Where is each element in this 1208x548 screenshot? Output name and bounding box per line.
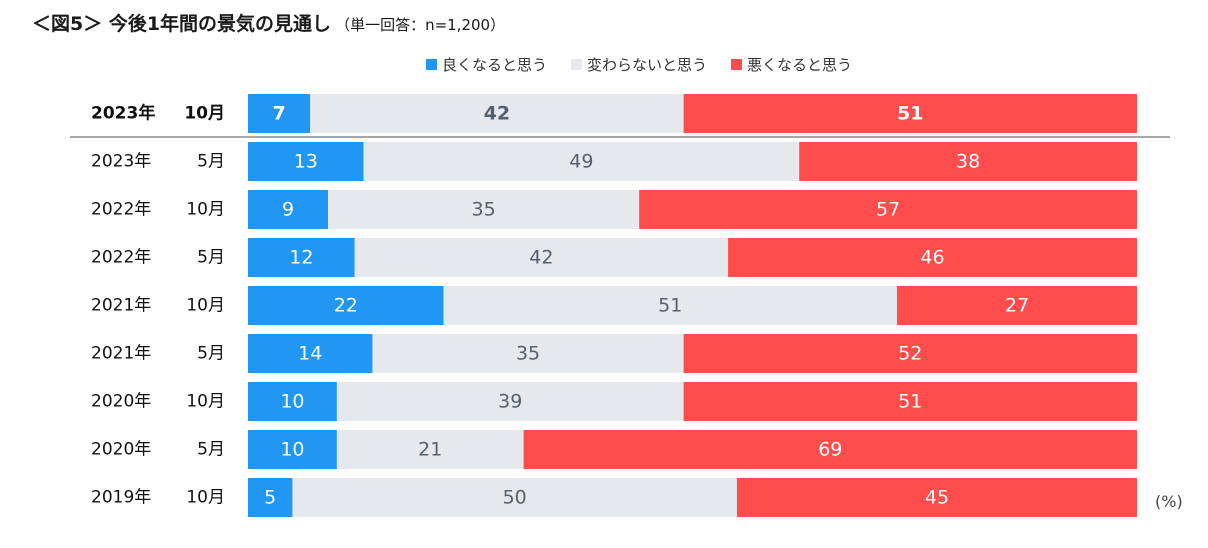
- bar-segment-worse: [639, 190, 1137, 229]
- data-label-same: 39: [498, 391, 522, 413]
- legend-swatch-same: [571, 58, 583, 70]
- category-month-label: 10月: [186, 296, 225, 316]
- bar-segment-worse: [896, 286, 1137, 325]
- bar-segment-same: [363, 142, 800, 181]
- bar-segment-worse: [683, 334, 1137, 373]
- data-label-better: 22: [334, 295, 358, 317]
- category-year-label: 2019年: [91, 488, 151, 508]
- category-year-label: 2021年: [91, 344, 151, 364]
- bar-segment-better: [248, 238, 355, 277]
- category-month-label: 10月: [186, 392, 225, 412]
- bar-segment-worse: [683, 94, 1137, 133]
- legend-label-same: 変わらないと思う: [587, 55, 708, 74]
- category-month-label: 5月: [197, 152, 225, 172]
- unit-label: (%): [1155, 492, 1183, 511]
- bar-segment-same: [372, 334, 684, 373]
- category-month-label: 10月: [184, 104, 225, 124]
- bar-segment-better: [248, 286, 444, 325]
- bar-segment-better: [248, 190, 329, 229]
- category-year-label: 2022年: [91, 248, 151, 268]
- legend-swatch-worse: [731, 58, 743, 70]
- chart-title-main: ＜図5＞ 今後1年間の景気の見通し: [32, 13, 332, 35]
- data-label-better: 7: [272, 103, 285, 125]
- data-label-worse: 51: [897, 103, 923, 125]
- legend-label-better: 良くなると思う: [442, 55, 548, 74]
- data-label-same: 35: [516, 343, 540, 365]
- category-year-label: 2023年: [91, 152, 151, 172]
- data-label-same: 21: [418, 439, 442, 461]
- data-label-worse: 45: [925, 487, 949, 509]
- bar-segment-worse: [523, 430, 1137, 469]
- bar-segment-better: [248, 142, 364, 181]
- chart-legend: 良くなると思う 変わらないと思う 悪くなると思う: [426, 52, 876, 76]
- data-label-worse: 69: [818, 439, 842, 461]
- category-year-label: 2020年: [91, 440, 151, 460]
- category-month-label: 10月: [186, 488, 225, 508]
- bar-segment-same: [354, 238, 729, 277]
- data-label-better: 10: [280, 391, 304, 413]
- data-label-worse: 51: [898, 391, 922, 413]
- data-label-same: 50: [503, 487, 527, 509]
- category-year-label: 2021年: [91, 296, 151, 316]
- data-label-better: 10: [280, 439, 304, 461]
- bar-segment-same: [328, 190, 640, 229]
- chart-subtitle: （単一回答：n=1,200）: [335, 16, 506, 34]
- data-label-worse: 57: [876, 199, 900, 221]
- bar-segment-better: [248, 334, 373, 373]
- legend-swatch-better: [426, 58, 437, 70]
- data-label-better: 14: [298, 343, 322, 365]
- data-label-same: 42: [484, 103, 510, 125]
- bar-segment-better: [248, 478, 293, 517]
- bar-segment-same: [336, 430, 524, 469]
- data-label-better: 12: [289, 247, 313, 269]
- data-label-same: 35: [471, 199, 495, 221]
- data-label-same: 42: [529, 247, 553, 269]
- data-label-better: 5: [264, 487, 276, 509]
- data-label-better: 9: [282, 199, 294, 221]
- data-label-worse: 38: [956, 151, 980, 173]
- bar-segment-better: [248, 382, 337, 421]
- data-label-worse: 27: [1005, 295, 1029, 317]
- category-year-label: 2020年: [91, 392, 151, 412]
- legend-item-same: 変わらないと思う: [571, 54, 707, 75]
- data-label-worse: 46: [920, 247, 944, 269]
- data-label-worse: 52: [898, 343, 922, 365]
- bar-segment-worse: [683, 382, 1137, 421]
- legend-item-better: 良くなると思う: [426, 54, 547, 75]
- bar-segment-same: [443, 286, 897, 325]
- bar-segment-worse: [728, 238, 1137, 277]
- category-year-label: 2022年: [91, 200, 151, 220]
- category-month-label: 10月: [186, 200, 225, 220]
- bar-segment-better: [248, 94, 311, 133]
- bar-segment-same: [336, 382, 684, 421]
- category-month-label: 5月: [197, 344, 225, 364]
- data-label-same: 49: [569, 151, 593, 173]
- bar-segment-same: [292, 478, 737, 517]
- bar-segment-worse: [736, 478, 1137, 517]
- bar-segment-same: [310, 94, 684, 133]
- bar-segment-worse: [799, 142, 1137, 181]
- data-label-better: 13: [294, 151, 318, 173]
- legend-item-worse: 悪くなると思う: [731, 54, 852, 75]
- category-month-label: 5月: [197, 248, 225, 268]
- category-month-label: 5月: [197, 440, 225, 460]
- chart-title: ＜図5＞ 今後1年間の景気の見通し （単一回答：n=1,200）: [32, 10, 505, 38]
- bar-segment-better: [248, 430, 337, 469]
- category-year-label: 2023年: [91, 103, 155, 124]
- legend-label-worse: 悪くなると思う: [747, 55, 853, 74]
- data-label-same: 51: [658, 295, 682, 317]
